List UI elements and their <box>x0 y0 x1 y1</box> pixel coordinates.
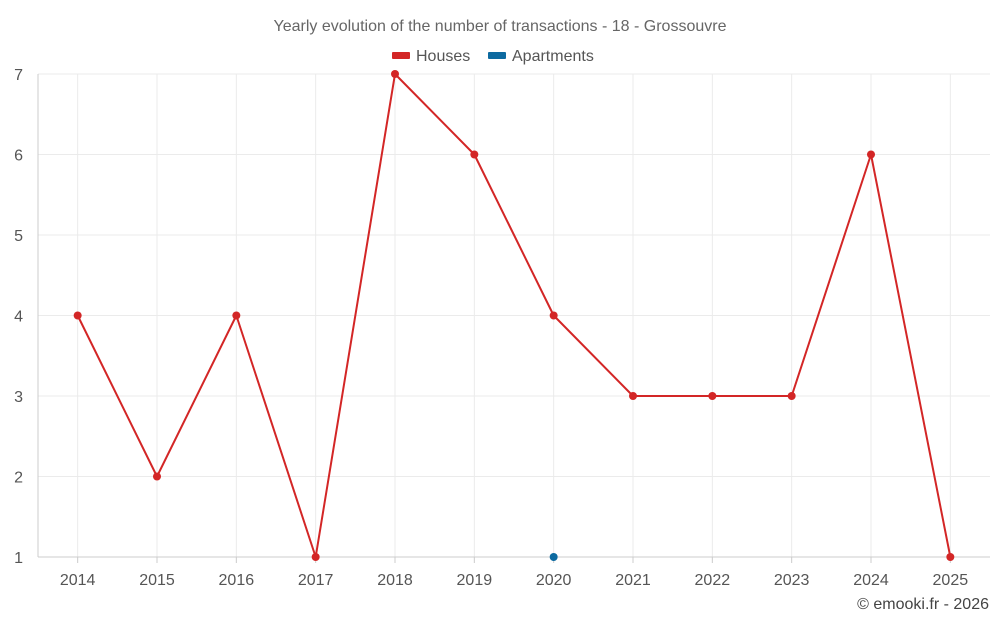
legend: Houses Apartments <box>392 48 594 65</box>
x-tick-label: 2014 <box>60 572 96 589</box>
gridlines <box>38 73 990 557</box>
y-tick-label: 3 <box>14 389 23 406</box>
y-tick-label: 7 <box>14 67 23 84</box>
x-tick-label: 2018 <box>377 572 413 589</box>
x-tick-label: 2017 <box>298 572 334 589</box>
legend-swatch-houses <box>392 52 410 59</box>
data-point-houses[interactable] <box>946 553 955 561</box>
data-point-houses[interactable] <box>153 472 161 481</box>
data-point-houses[interactable] <box>549 311 558 320</box>
x-tick-label: 2022 <box>695 572 731 589</box>
data-point-apartments[interactable] <box>549 553 558 561</box>
x-tick-label: 2019 <box>457 572 493 589</box>
x-tick-label: 2024 <box>853 572 889 589</box>
data-point-houses[interactable] <box>73 311 82 320</box>
data-point-houses[interactable] <box>867 150 875 159</box>
x-tick-label: 2020 <box>536 572 572 589</box>
legend-item-apartments[interactable]: Apartments <box>488 48 594 65</box>
axes <box>37 74 990 563</box>
series <box>73 70 955 561</box>
data-point-houses[interactable] <box>232 311 241 320</box>
x-tick-label: 2015 <box>139 572 175 589</box>
data-point-houses[interactable] <box>391 70 399 78</box>
y-tick-label: 4 <box>14 309 23 326</box>
y-tick-label: 5 <box>14 228 23 245</box>
legend-label-apartments: Apartments <box>512 48 594 65</box>
x-tick-label: 2016 <box>219 572 255 589</box>
x-tick-label: 2025 <box>933 572 969 589</box>
data-point-houses[interactable] <box>708 392 717 400</box>
data-point-houses[interactable] <box>629 392 637 400</box>
legend-swatch-apartments <box>488 52 506 59</box>
data-point-houses[interactable] <box>470 150 479 159</box>
legend-label-houses: Houses <box>416 48 470 65</box>
data-point-houses[interactable] <box>787 392 796 400</box>
x-tick-label: 2021 <box>615 572 651 589</box>
credit-text: © emooki.fr - 2026 <box>857 596 989 613</box>
data-point-houses[interactable] <box>311 553 320 561</box>
y-tick-label: 2 <box>14 470 23 487</box>
x-tick-label: 2023 <box>774 572 810 589</box>
legend-item-houses[interactable]: Houses <box>392 48 470 65</box>
chart-title: Yearly evolution of the number of transa… <box>274 18 727 35</box>
y-tick-label: 6 <box>14 148 23 165</box>
y-tick-label: 1 <box>14 550 23 567</box>
tick-labels: 1 2 3 4 5 6 7 2014 2015 2016 2017 2018 2019 2020 2021 2… <box>14 67 968 589</box>
series-line-houses <box>76 73 952 558</box>
